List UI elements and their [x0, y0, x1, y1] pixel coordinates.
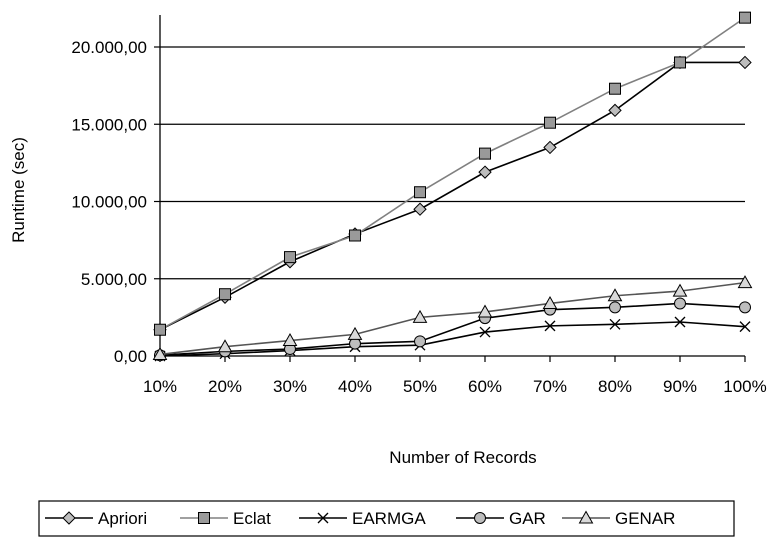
data-point-eclat: [674, 56, 686, 69]
series-lines: [152, 11, 753, 362]
legend-label: GENAR: [615, 509, 675, 528]
y-tick-label: 20.000,00: [71, 38, 147, 57]
y-tick-label: 10.000,00: [71, 193, 147, 212]
legend-item-earmga: EARMGA: [299, 509, 426, 528]
data-point-eclat: [414, 186, 426, 199]
data-point-apriori: [413, 202, 427, 216]
x-tick-label: 60%: [468, 377, 502, 396]
legend-label: Apriori: [98, 509, 147, 528]
data-point-earmga: [609, 318, 621, 330]
data-point-genar: [282, 333, 298, 347]
legend: Apriori Eclat EARMGA GAR GENAR: [45, 509, 675, 528]
series-gar: [154, 297, 751, 362]
data-point-earmga: [544, 320, 556, 332]
data-point-apriori: [608, 103, 622, 118]
data-point-earmga: [739, 321, 751, 333]
series-line-genar: [159, 281, 746, 356]
legend-marker-earmga: [317, 512, 329, 524]
data-point-gar: [739, 301, 751, 314]
x-tick-label: 70%: [533, 377, 567, 396]
data-point-eclat: [609, 82, 621, 95]
x-tick-label: 90%: [663, 377, 697, 396]
y-tick-label: 0,00: [114, 347, 147, 366]
data-point-eclat: [479, 147, 491, 160]
data-point-earmga: [479, 326, 491, 338]
data-point-genar: [737, 275, 753, 289]
x-tick-label: 40%: [338, 377, 372, 396]
data-point-genar: [152, 346, 168, 360]
data-point-apriori: [738, 55, 752, 70]
legend-marker-apriori: [62, 511, 76, 525]
legend-item-apriori: Apriori: [45, 509, 147, 528]
data-point-eclat: [544, 116, 556, 129]
series-line-eclat: [159, 16, 746, 331]
y-tick-label: 5.000,00: [81, 270, 147, 289]
data-point-gar: [674, 297, 686, 310]
data-point-apriori: [543, 140, 557, 155]
x-axis-title: Number of Records: [389, 448, 536, 467]
legend-label: EARMGA: [352, 509, 426, 528]
legend-marker-eclat: [198, 512, 210, 524]
data-point-genar: [347, 326, 363, 340]
legend-label: GAR: [509, 509, 546, 528]
y-tick-label: 15.000,00: [71, 115, 147, 134]
data-point-gar: [414, 335, 426, 348]
data-point-eclat: [739, 11, 751, 24]
series-line-gar: [159, 302, 746, 357]
x-tick-labels: 10% 20% 30% 40% 50% 60% 70% 80% 90% 100%: [143, 356, 767, 396]
legend-box: [38, 500, 735, 537]
data-point-genar: [412, 309, 428, 323]
data-point-eclat: [219, 288, 231, 301]
x-tick-label: 50%: [403, 377, 437, 396]
x-tick-label: 100%: [723, 377, 766, 396]
legend-item-genar: GENAR: [562, 509, 675, 528]
legend-label: Eclat: [233, 509, 271, 528]
legend-item-eclat: Eclat: [180, 509, 271, 528]
data-point-eclat: [349, 229, 361, 242]
y-axis-title: Runtime (sec): [9, 137, 28, 243]
y-tick-labels: 0,00 5.000,00 10.000,00 15.000,00 20.000,00: [71, 38, 160, 366]
series-eclat: [154, 11, 751, 336]
series-genar: [152, 275, 753, 360]
data-point-earmga: [674, 316, 686, 328]
data-point-genar: [542, 295, 558, 309]
legend-item-gar: GAR: [456, 509, 546, 528]
x-tick-label: 10%: [143, 377, 177, 396]
legend-marker-genar: [578, 510, 594, 524]
data-point-apriori: [478, 165, 492, 179]
x-tick-label: 80%: [598, 377, 632, 396]
data-point-eclat: [284, 251, 296, 264]
gridlines: [160, 46, 745, 280]
series-earmga: [154, 316, 751, 362]
x-tick-label: 20%: [208, 377, 242, 396]
data-point-gar: [609, 301, 621, 314]
series-apriori: [153, 55, 752, 337]
data-point-genar: [672, 283, 688, 297]
series-line-apriori: [159, 61, 745, 331]
legend-marker-gar: [474, 512, 486, 524]
data-point-eclat: [154, 323, 166, 336]
data-point-genar: [217, 339, 233, 353]
data-point-genar: [607, 288, 623, 302]
data-point-genar: [477, 304, 493, 318]
series-line-earmga: [159, 321, 746, 357]
x-tick-label: 30%: [273, 377, 307, 396]
